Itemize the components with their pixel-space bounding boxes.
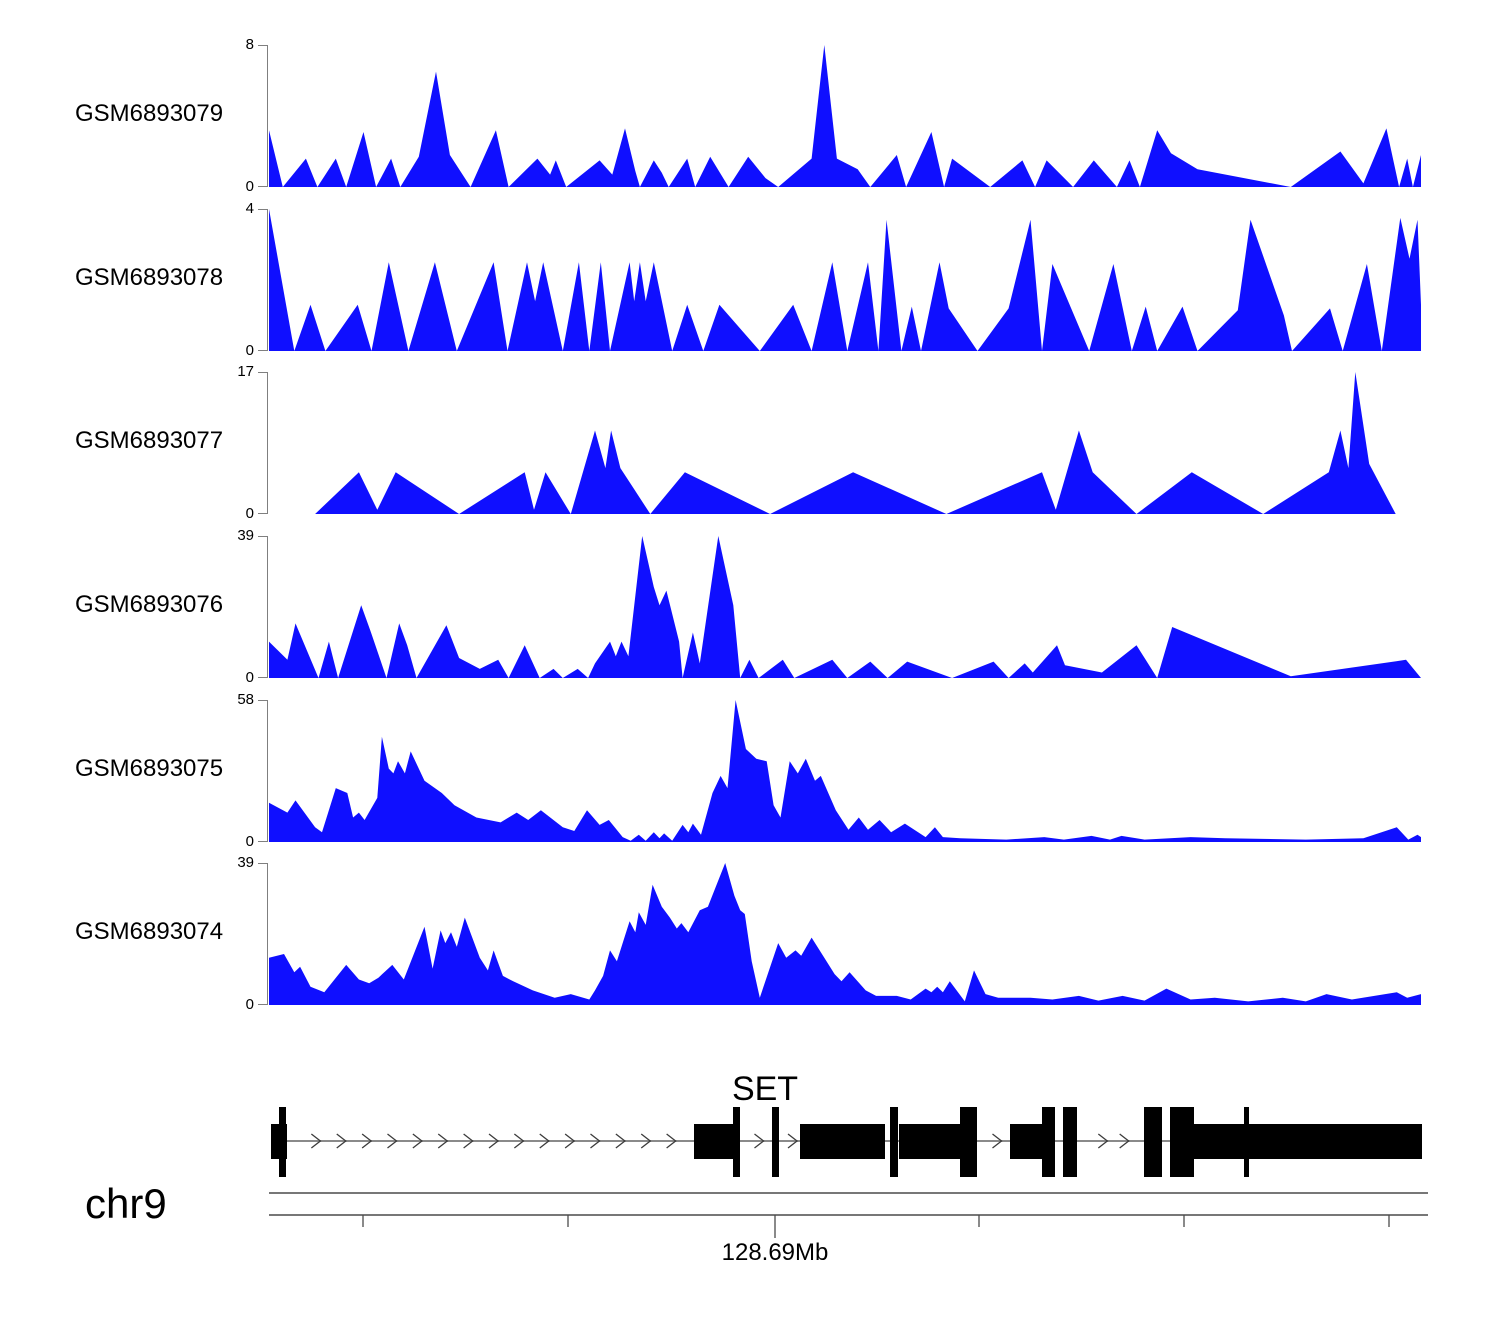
coverage-area-plot [269,209,1421,351]
strand-arrow-icon [463,1133,474,1149]
coverage-polygon [269,372,1421,514]
exon-box [733,1107,740,1177]
exon-box [1042,1107,1055,1177]
track-label: GSM6893074 [75,918,224,945]
strand-arrow-icon [1097,1133,1109,1149]
coverage-track-GSM6893074: GSM6893074 39 0 [0,855,1500,1012]
coverage-polygon [269,209,1421,351]
strand-arrow-icon [539,1133,550,1149]
exon-box [899,1124,962,1159]
y-axis-zero-label: 0 [245,996,254,1013]
coverage-track-GSM6893076: GSM6893076 39 0 [0,528,1500,685]
track-label: GSM6893079 [75,100,224,127]
exon-box [1063,1107,1077,1177]
exon-box [1192,1124,1422,1159]
strand-arrow-icon [488,1133,500,1149]
strand-arrow-icon [437,1133,449,1149]
strand-arrow-icon [615,1133,626,1149]
coverage-polygon [269,45,1421,187]
strand-arrow-icon [1119,1133,1130,1149]
exon-box [1244,1107,1249,1177]
track-label: GSM6893078 [75,264,224,291]
y-axis-bracket [258,45,268,187]
exon-box [772,1107,779,1177]
exon-box [960,1107,977,1177]
exon-box [890,1107,898,1177]
strand-arrow-icon [640,1133,652,1149]
strand-arrow-icon [336,1133,347,1149]
exon-box [279,1107,286,1177]
y-axis-max-label: 17 [237,363,254,380]
exon-box [694,1124,737,1159]
y-axis-max-label: 4 [245,200,254,217]
y-axis-max-label: 8 [245,36,254,53]
coverage-area-plot [269,45,1421,187]
coverage-area-plot [269,536,1421,678]
y-axis-max-label: 39 [237,854,254,871]
genomic-position-label: 128.69Mb [721,1239,829,1266]
y-axis-max-label: 58 [237,691,254,708]
strand-arrow-icon [387,1133,398,1149]
y-axis-bracket [258,700,268,842]
y-axis-bracket [258,536,268,678]
strand-arrow-icon [361,1133,373,1149]
strand-arrow-icon [412,1133,423,1149]
strand-arrow-icon [787,1133,799,1149]
y-axis-bracket [258,372,268,514]
y-axis-zero-label: 0 [245,505,254,522]
strand-arrow-icon [310,1133,322,1149]
gene-model-diagram [269,1107,1428,1238]
coverage-track-GSM6893077: GSM6893077 17 0 [0,364,1500,521]
y-axis-zero-label: 0 [245,833,254,850]
y-axis-bracket [258,863,268,1005]
coverage-polygon [269,536,1421,678]
strand-arrow-icon [513,1133,525,1149]
strand-arrow-icon [590,1133,601,1149]
strand-arrow-icon [992,1133,1003,1149]
track-label: GSM6893077 [75,427,224,454]
strand-arrow-icon [564,1133,576,1149]
y-axis-bracket [258,209,268,351]
y-axis-zero-label: 0 [245,342,254,359]
chromosome-label: chr9 [85,1180,167,1227]
exon-box [800,1124,885,1159]
exon-box [1170,1107,1194,1177]
coverage-track-GSM6893079: GSM6893079 8 0 [0,37,1500,194]
coverage-area-plot [269,700,1421,842]
strand-arrow-icon [754,1133,765,1149]
coverage-track-GSM6893075: GSM6893075 58 0 [0,692,1500,849]
coverage-track-GSM6893078: GSM6893078 4 0 [0,201,1500,358]
y-axis-zero-label: 0 [245,669,254,686]
coverage-area-plot [269,372,1421,514]
coverage-area-plot [269,863,1421,1005]
y-axis-max-label: 39 [237,527,254,544]
strand-arrow-icon [666,1133,677,1149]
track-label: GSM6893075 [75,755,224,782]
exon-box [1144,1107,1162,1177]
coverage-polygon [269,700,1421,842]
gene-name-label: SET [731,1070,799,1108]
coverage-polygon [269,863,1421,1005]
track-label: GSM6893076 [75,591,224,618]
y-axis-zero-label: 0 [245,178,254,195]
